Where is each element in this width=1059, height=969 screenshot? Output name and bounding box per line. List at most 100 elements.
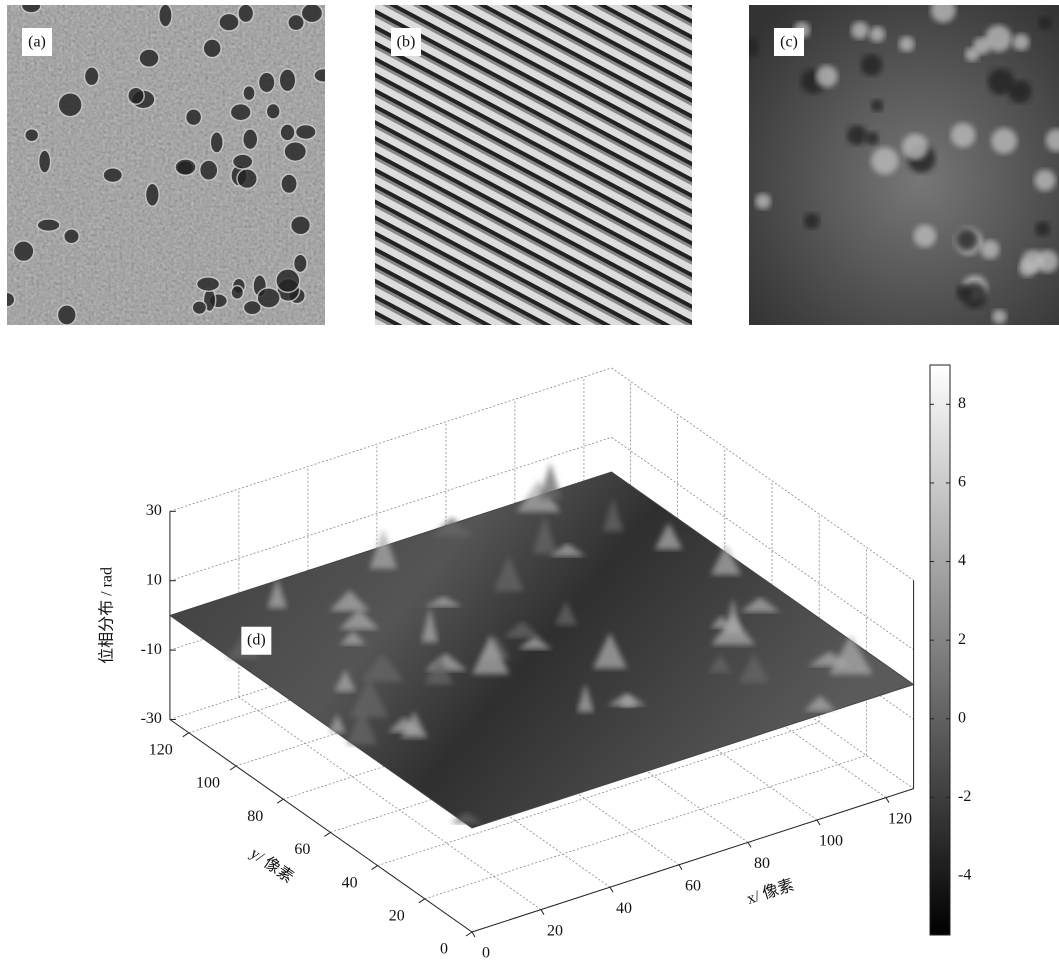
cell <box>191 300 208 316</box>
y-tick-label: 120 <box>149 741 173 758</box>
panel-b: (b) <box>375 5 692 325</box>
cell <box>37 149 52 174</box>
surface-peak <box>554 600 578 626</box>
tick-mark <box>885 797 890 803</box>
cell <box>985 25 1012 52</box>
x-tick-label: 40 <box>616 900 632 917</box>
cell <box>950 122 976 148</box>
cell <box>202 38 222 59</box>
cell <box>869 26 886 43</box>
y-tick-label: 0 <box>440 941 448 958</box>
cell <box>257 71 276 94</box>
surface-peak <box>369 528 398 569</box>
cell <box>24 127 40 143</box>
cell <box>899 36 915 52</box>
surface-peak <box>654 522 683 550</box>
cell <box>265 102 281 120</box>
cell <box>1018 259 1037 277</box>
surface-peak <box>711 615 755 645</box>
cell <box>292 253 308 274</box>
surface-peak <box>328 713 346 733</box>
surface-peak <box>607 692 647 706</box>
cell <box>865 131 879 145</box>
surface-peak <box>329 590 370 611</box>
cell <box>902 133 929 160</box>
tick-mark <box>471 931 476 938</box>
axis-line <box>471 788 914 933</box>
panel-label: (a) <box>28 34 46 51</box>
surface-peak <box>808 651 852 667</box>
cell <box>289 215 312 236</box>
z-tick-label: 10 <box>146 571 162 588</box>
cell <box>7 291 16 308</box>
cell <box>198 159 219 182</box>
surface-peak <box>503 621 541 638</box>
surface-peak <box>538 462 562 500</box>
cell <box>1034 169 1056 192</box>
cell <box>992 309 1007 325</box>
cell <box>242 299 262 316</box>
cell <box>294 123 317 141</box>
y-tick-label: 100 <box>196 775 220 792</box>
cell <box>871 147 899 175</box>
cell <box>144 182 160 208</box>
colorbar-tick-label: 0 <box>958 709 966 726</box>
cell <box>174 158 197 177</box>
cell <box>36 218 61 233</box>
tick-mark <box>816 819 821 826</box>
cell <box>300 5 324 24</box>
cell <box>955 228 978 251</box>
z-tick-label: 30 <box>146 502 162 519</box>
grid-line <box>169 436 612 582</box>
cell <box>83 66 100 87</box>
panel-label: (b) <box>397 34 416 51</box>
x-tick-label: 20 <box>547 922 563 939</box>
surface-peak <box>388 716 421 733</box>
y-tick-label: 60 <box>294 841 310 858</box>
colorbar-tick-label: 2 <box>958 631 966 648</box>
surface-plot: (d) 0 20 40 60 80 100 120 0 20 40 60 80 100 120 -30 -10 1… <box>98 367 915 962</box>
cell <box>218 12 240 32</box>
grid-line <box>611 367 914 581</box>
cell <box>195 276 221 293</box>
colorbar-tick-label: -4 <box>958 867 971 884</box>
cell <box>930 5 956 23</box>
cell <box>846 125 867 146</box>
surface-peak <box>346 707 378 745</box>
surface-peak <box>516 479 561 512</box>
surface-peak <box>549 543 586 557</box>
cell <box>987 68 1015 95</box>
surface-peak <box>602 498 624 532</box>
cell <box>242 84 256 102</box>
cell <box>871 99 884 112</box>
cell <box>56 304 77 325</box>
surface-peak <box>349 678 389 717</box>
panel-label: (d) <box>247 631 266 648</box>
grid-line <box>238 696 542 910</box>
tick-mark <box>465 931 473 937</box>
x-axis-label: x/ 像素 <box>745 876 797 908</box>
surface-peak <box>577 683 594 712</box>
panel-c: (c) <box>749 5 1059 325</box>
cell <box>62 228 80 245</box>
grid-line <box>169 367 612 512</box>
cell <box>256 287 281 309</box>
x-tick-label: 80 <box>754 855 770 872</box>
cell <box>1008 80 1032 104</box>
surface-peak <box>472 634 510 675</box>
cell <box>803 213 820 229</box>
cell <box>229 102 252 122</box>
colorbar <box>929 364 951 936</box>
cell <box>313 67 325 84</box>
grid-line <box>377 721 820 866</box>
tick-mark <box>540 909 545 915</box>
y-tick-label: 20 <box>389 907 405 924</box>
colorbar-tick-label: 6 <box>958 474 966 491</box>
cell <box>184 108 203 127</box>
panel-a: (a) <box>7 5 325 325</box>
cell <box>138 48 160 69</box>
surface-peak <box>339 609 380 630</box>
surface-peak <box>493 555 524 592</box>
cell <box>237 5 255 24</box>
cell <box>913 224 937 248</box>
